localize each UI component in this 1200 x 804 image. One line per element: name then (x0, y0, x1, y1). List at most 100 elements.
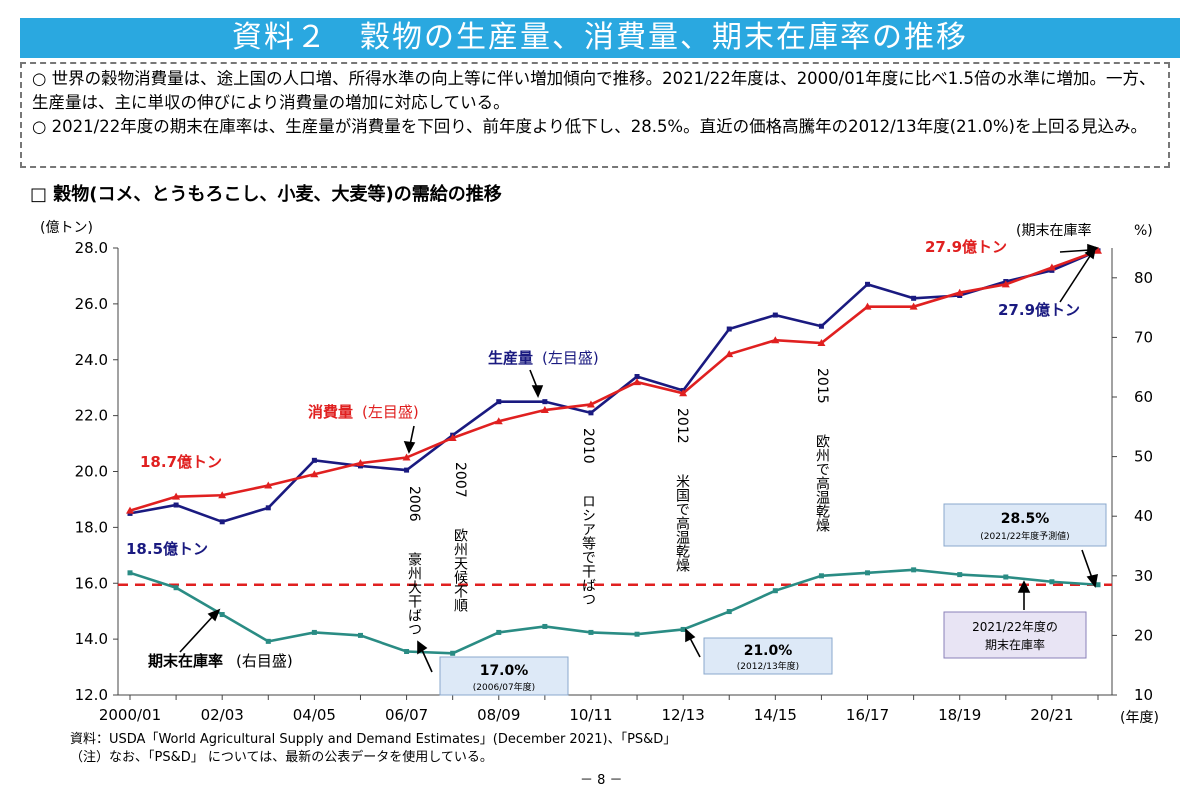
right-tick-label: 40 (1134, 507, 1153, 525)
right-tick-label: 50 (1134, 448, 1153, 466)
production-point (634, 374, 640, 380)
event-text-2010: ロシア等で干ばつ (580, 494, 596, 606)
consumption-point (172, 492, 181, 500)
stock-ratio-point (1049, 579, 1055, 585)
production-point (496, 399, 502, 405)
consumption-point (494, 417, 503, 425)
production-label-axis: (左目盛) (542, 349, 599, 367)
stock-ratio-point (404, 648, 410, 654)
page-banner: 資料２ 穀物の生産量、消費量、期末在庫率の推移 (20, 18, 1180, 58)
stock-ratio-label-axis: (右目盛) (236, 652, 293, 670)
stock-ratio-point (1003, 574, 1009, 580)
production-point (865, 281, 871, 287)
callout-2012-value: 21.0% (744, 643, 793, 659)
start-production-value: 18.5億トン (126, 540, 208, 558)
consumption-point (679, 389, 688, 397)
right-tick-label: 80 (1134, 269, 1153, 287)
consumption-line (129, 249, 1099, 512)
x-tick-label: 16/17 (846, 706, 889, 724)
end-production-value: 27.9億トン (998, 301, 1080, 319)
consumption-point (1094, 246, 1102, 254)
stock-ratio-point (496, 629, 502, 635)
consumption-label: 消費量 (308, 403, 353, 421)
right-tick-label: 10 (1134, 686, 1153, 704)
consumption-point (218, 491, 227, 499)
left-tick-label: 12.0 (75, 686, 108, 704)
x-tick-label: 14/15 (754, 706, 797, 724)
stock-ratio-point (865, 570, 871, 576)
stock-ratio-point (542, 623, 548, 629)
event-2007: 2007 欧州天候不順 (452, 462, 468, 612)
callout-2021-forecast-sub: (2021/22年度予測値) (980, 530, 1069, 542)
production-point (173, 502, 179, 508)
consumption-point (356, 459, 365, 467)
consumption-point (264, 481, 273, 489)
event-year-2006: 2006 (406, 486, 422, 522)
consumption-point (1001, 280, 1010, 288)
consumption-point (955, 288, 964, 296)
end-consumption-value: 27.9億トン (925, 238, 1007, 256)
x-tick-label: 06/07 (385, 706, 428, 724)
summary-notes: ○ 世界の穀物消費量は、途上国の人口増、所得水準の向上等に伴い増加傾向で推移。2… (20, 62, 1170, 168)
production-point (588, 410, 594, 416)
x-tick-label: 10/11 (569, 706, 612, 724)
consumption-point (863, 302, 872, 310)
stock-ratio-point (588, 629, 594, 635)
consumption-point (1047, 263, 1056, 271)
x-axis-unit: (年度) (1120, 710, 1159, 726)
stock-ratio-point (957, 572, 963, 578)
stock-ratio-point (173, 585, 179, 591)
left-axis-label: (億トン) (40, 220, 93, 236)
stock-ratio-point (265, 638, 271, 644)
source-notes: 資料：USDA「World Agricultural Supply and De… (70, 731, 676, 767)
stock-ratio-point (127, 570, 133, 576)
x-tick-label: 04/05 (293, 706, 336, 724)
stock-ratio-point (911, 567, 917, 573)
stock-ratio-line (129, 568, 1099, 655)
chart-subheading: □ 穀物(コメ、とうもろこし、小麦、大麦等)の需給の推移 (30, 184, 502, 205)
left-tick-label: 18.0 (75, 518, 108, 536)
supply-demand-chart: (億トン) (期末在庫率 %) (年度) 12.0 14.0 16.0 18.0 20.… (40, 220, 1159, 726)
callout-2021-forecast: 28.5% (2021/22年度予測値) (943, 503, 1107, 547)
callout-2006: 17.0% (2006/07年度) (439, 656, 569, 696)
right-tick-label: 60 (1134, 388, 1153, 406)
footnote-text: （注）なお、「PS&D」 については、最新の公表データを使用している。 (70, 750, 493, 765)
consumption-label-axis: (左目盛) (362, 403, 419, 421)
production-point (726, 326, 732, 332)
consumption-point (402, 453, 411, 461)
left-tick-label: 14.0 (75, 630, 108, 648)
production-point (818, 323, 824, 329)
note-1: ○ 世界の穀物消費量は、途上国の人口増、所得水準の向上等に伴い増加傾向で推移。2… (32, 69, 1156, 112)
event-text-2006: 豪州大干ばつ (406, 552, 422, 636)
stock-ratio-point (772, 588, 778, 594)
callout-2006-sub: (2006/07年度) (473, 681, 535, 693)
callout-2012: 21.0% (2012/13年度) (703, 637, 833, 675)
consumption-point (310, 470, 319, 478)
stock-ratio-point (818, 573, 824, 579)
production-point (219, 519, 225, 525)
note-2: ○ 2021/22年度の期末在庫率は、生産量が消費量を下回り、前年度より低下し、… (32, 117, 1147, 136)
callout-2021-stock-ratio-line1: 2021/22年度の (972, 619, 1058, 634)
consumption-point (771, 336, 780, 344)
event-text-2012: 米国で高温乾燥 (674, 474, 690, 572)
stock-ratio-point (311, 629, 317, 635)
production-point (911, 295, 917, 301)
event-2012: 2012 米国で高温乾燥 (674, 408, 690, 572)
left-tick-label: 22.0 (75, 407, 108, 425)
callout-2021-stock-ratio: 2021/22年度の 期末在庫率 (943, 611, 1087, 659)
event-year-2012: 2012 (674, 408, 690, 444)
left-tick-label: 24.0 (75, 351, 108, 369)
production-point (404, 467, 410, 473)
x-tick-label: 2000/01 (99, 706, 161, 724)
consumption-point (725, 350, 734, 358)
production-line (129, 249, 1099, 524)
consumption-point (817, 338, 826, 346)
callout-2012-sub: (2012/13年度) (737, 660, 799, 672)
consumption-point (633, 378, 642, 386)
stock-ratio-point (357, 632, 363, 638)
right-axis-unit: %) (1134, 223, 1153, 239)
production-point (772, 312, 778, 318)
start-consumption-value: 18.7億トン (140, 453, 222, 471)
callout-2021-stock-ratio-line2: 期末在庫率 (985, 637, 1045, 652)
left-tick-label: 28.0 (75, 239, 108, 257)
